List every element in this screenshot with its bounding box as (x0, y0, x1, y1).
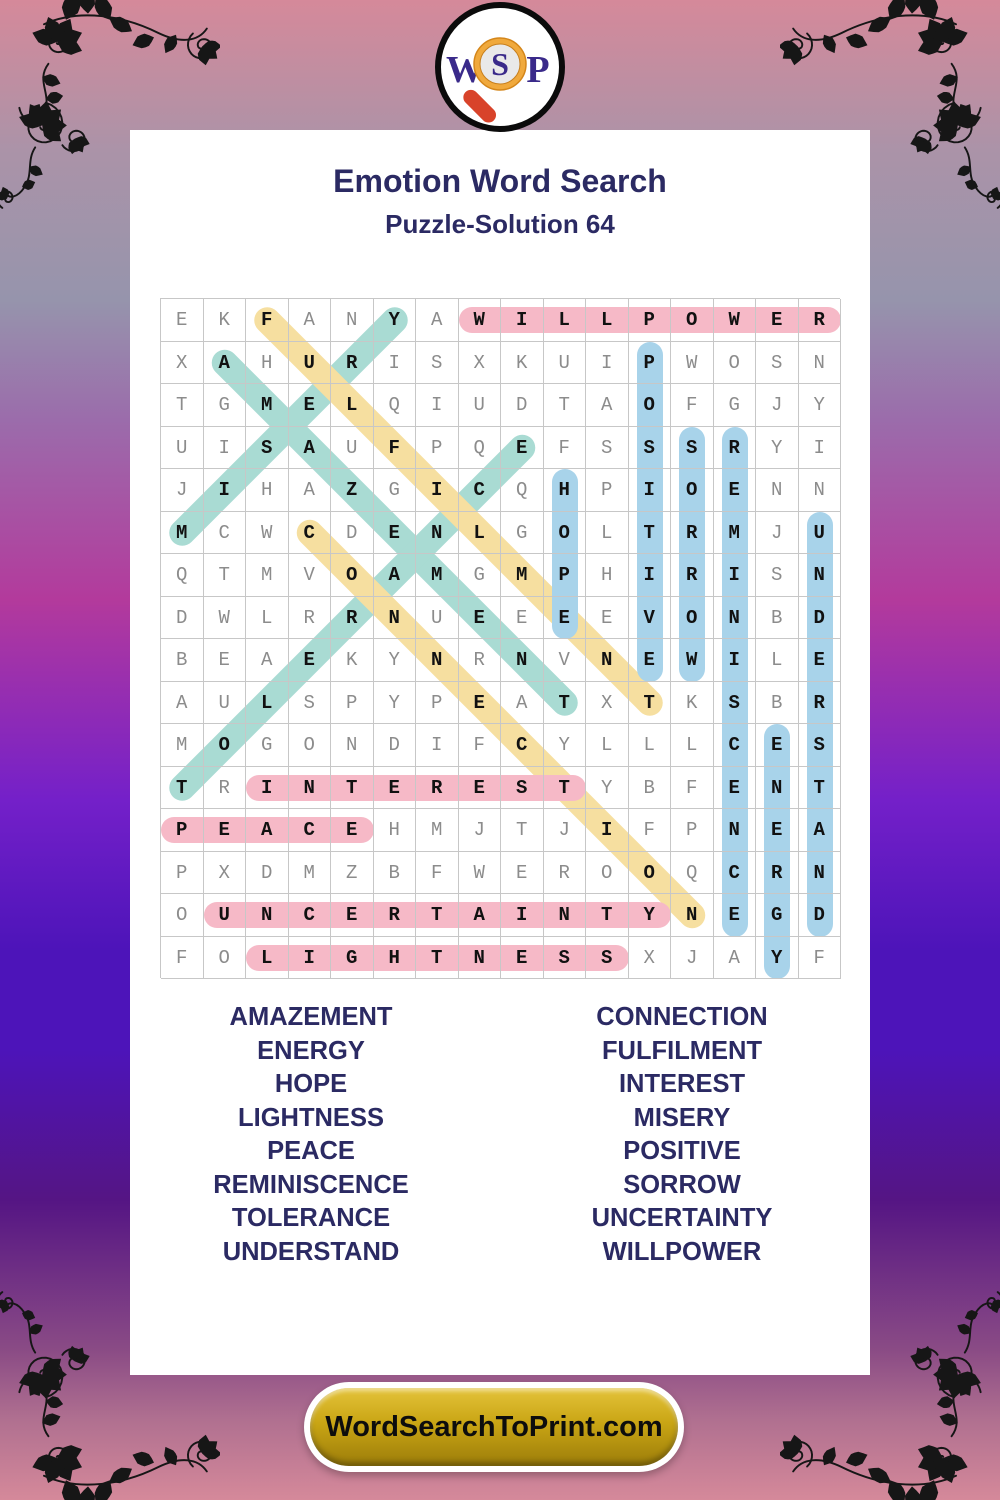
svg-text:S: S (491, 46, 509, 82)
svg-text:P: P (526, 49, 549, 91)
